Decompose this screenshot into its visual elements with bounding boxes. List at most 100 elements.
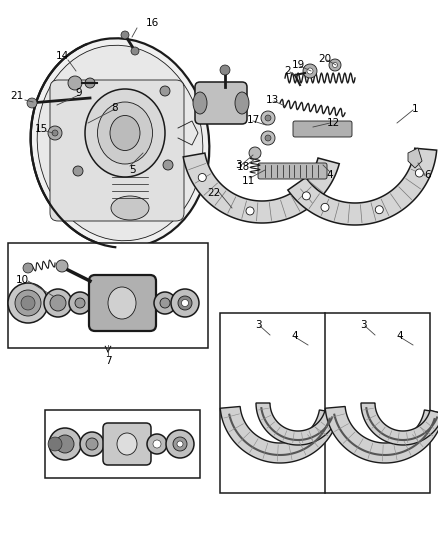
Circle shape bbox=[177, 441, 183, 447]
Ellipse shape bbox=[85, 89, 165, 177]
Circle shape bbox=[147, 434, 167, 454]
Circle shape bbox=[153, 440, 161, 448]
Circle shape bbox=[163, 160, 173, 170]
Circle shape bbox=[86, 438, 98, 450]
Circle shape bbox=[121, 31, 129, 39]
FancyBboxPatch shape bbox=[103, 423, 151, 465]
Circle shape bbox=[49, 428, 81, 460]
Circle shape bbox=[85, 78, 95, 88]
Circle shape bbox=[21, 296, 35, 310]
Circle shape bbox=[329, 59, 341, 71]
Text: 12: 12 bbox=[326, 118, 339, 128]
Text: 13: 13 bbox=[265, 95, 279, 105]
Circle shape bbox=[220, 65, 230, 75]
Circle shape bbox=[80, 432, 104, 456]
Circle shape bbox=[27, 98, 37, 108]
Text: 4: 4 bbox=[327, 170, 333, 180]
Polygon shape bbox=[325, 407, 438, 463]
Circle shape bbox=[23, 263, 33, 273]
Text: 3: 3 bbox=[254, 320, 261, 330]
Polygon shape bbox=[361, 403, 438, 445]
Text: 20: 20 bbox=[318, 54, 332, 64]
Circle shape bbox=[265, 115, 271, 121]
Circle shape bbox=[261, 131, 275, 145]
Text: 7: 7 bbox=[105, 356, 111, 366]
Circle shape bbox=[44, 289, 72, 317]
Circle shape bbox=[73, 166, 83, 176]
Circle shape bbox=[48, 126, 62, 140]
Text: 3: 3 bbox=[360, 320, 366, 330]
Text: 18: 18 bbox=[237, 162, 250, 172]
FancyBboxPatch shape bbox=[50, 80, 184, 221]
Text: 5: 5 bbox=[129, 165, 135, 175]
Circle shape bbox=[246, 207, 254, 215]
Circle shape bbox=[8, 283, 48, 323]
Circle shape bbox=[181, 300, 188, 306]
Circle shape bbox=[321, 204, 329, 212]
Circle shape bbox=[173, 437, 187, 451]
Bar bbox=[220, 313, 430, 493]
Circle shape bbox=[52, 130, 58, 136]
Circle shape bbox=[303, 64, 317, 78]
FancyBboxPatch shape bbox=[258, 163, 327, 179]
Polygon shape bbox=[183, 153, 339, 223]
Polygon shape bbox=[220, 407, 339, 463]
Ellipse shape bbox=[37, 45, 203, 241]
Text: 2: 2 bbox=[285, 66, 291, 76]
Circle shape bbox=[249, 147, 261, 159]
Text: 17: 17 bbox=[246, 115, 260, 125]
Bar bbox=[45, 410, 200, 478]
Circle shape bbox=[166, 430, 194, 458]
Bar bbox=[8, 243, 208, 348]
Text: 22: 22 bbox=[207, 188, 221, 198]
Text: 4: 4 bbox=[397, 331, 403, 341]
Ellipse shape bbox=[117, 433, 137, 455]
Circle shape bbox=[198, 174, 206, 182]
Circle shape bbox=[332, 62, 338, 68]
Text: 14: 14 bbox=[55, 51, 69, 61]
Text: 10: 10 bbox=[15, 275, 28, 285]
Circle shape bbox=[375, 206, 383, 214]
Text: 15: 15 bbox=[34, 124, 48, 134]
Circle shape bbox=[307, 68, 313, 74]
Circle shape bbox=[131, 47, 139, 55]
Text: 19: 19 bbox=[291, 60, 304, 70]
Circle shape bbox=[75, 298, 85, 308]
Circle shape bbox=[154, 292, 176, 314]
Ellipse shape bbox=[111, 196, 149, 220]
Ellipse shape bbox=[193, 92, 207, 114]
Circle shape bbox=[171, 289, 199, 317]
Polygon shape bbox=[256, 403, 339, 445]
Ellipse shape bbox=[110, 116, 140, 150]
Circle shape bbox=[48, 437, 62, 451]
FancyBboxPatch shape bbox=[89, 275, 156, 331]
Circle shape bbox=[265, 135, 271, 141]
FancyBboxPatch shape bbox=[293, 121, 352, 137]
Text: 6: 6 bbox=[425, 170, 431, 180]
FancyBboxPatch shape bbox=[195, 82, 247, 124]
Circle shape bbox=[302, 192, 311, 200]
Circle shape bbox=[15, 290, 41, 316]
Circle shape bbox=[178, 296, 192, 310]
Ellipse shape bbox=[98, 102, 152, 164]
Circle shape bbox=[160, 298, 170, 308]
Text: 4: 4 bbox=[292, 331, 298, 341]
Text: 16: 16 bbox=[145, 18, 159, 28]
Text: 3: 3 bbox=[235, 160, 241, 170]
Text: 8: 8 bbox=[112, 103, 118, 113]
Circle shape bbox=[160, 86, 170, 96]
Ellipse shape bbox=[31, 38, 209, 248]
Text: 1: 1 bbox=[412, 104, 418, 114]
Circle shape bbox=[261, 111, 275, 125]
Polygon shape bbox=[288, 148, 437, 225]
Circle shape bbox=[415, 169, 424, 177]
Ellipse shape bbox=[235, 92, 249, 114]
Text: 11: 11 bbox=[241, 176, 254, 186]
Ellipse shape bbox=[108, 287, 136, 319]
Circle shape bbox=[69, 292, 91, 314]
Polygon shape bbox=[408, 148, 422, 168]
Circle shape bbox=[56, 435, 74, 453]
Circle shape bbox=[56, 260, 68, 272]
Circle shape bbox=[50, 295, 66, 311]
Circle shape bbox=[68, 76, 82, 90]
